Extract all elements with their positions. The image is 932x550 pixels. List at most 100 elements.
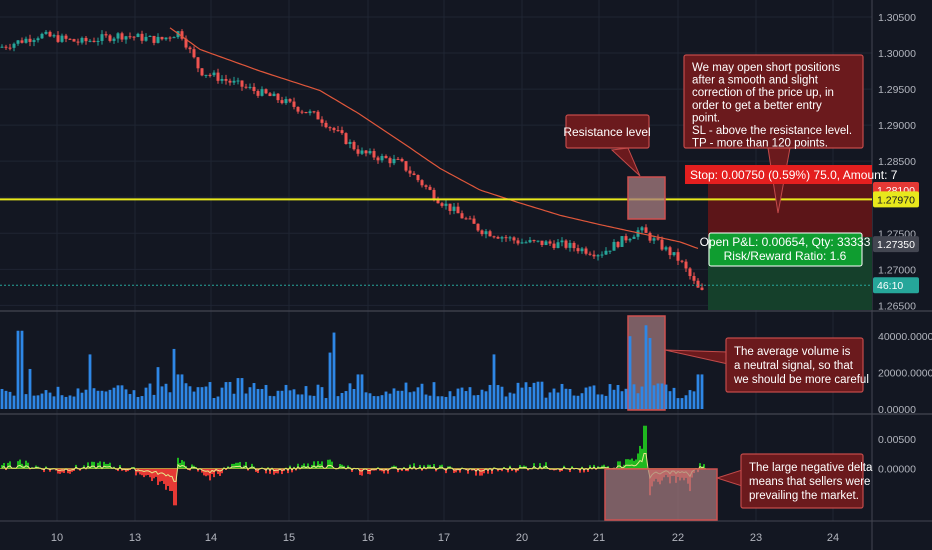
volume-bar xyxy=(508,392,512,409)
volume-bar xyxy=(664,384,668,409)
delta-bar xyxy=(361,468,363,476)
candle-body xyxy=(568,242,572,248)
candle-body xyxy=(196,57,200,69)
candle-body xyxy=(640,227,644,231)
delta-bar xyxy=(217,468,219,474)
delta-bar xyxy=(331,461,333,469)
delta-bar xyxy=(629,459,631,469)
volume-bar xyxy=(676,398,680,409)
delta-bar xyxy=(367,468,369,474)
candle-body xyxy=(500,237,504,239)
candle-body xyxy=(360,150,364,154)
volume-bar xyxy=(456,388,460,409)
delta-bar xyxy=(507,468,509,473)
volume-bar xyxy=(500,386,504,409)
candle-body xyxy=(444,203,448,206)
delta-bar xyxy=(167,468,169,486)
volume-bar xyxy=(432,382,436,409)
time-tick-label: 15 xyxy=(283,532,295,544)
volume-bar xyxy=(188,386,192,409)
volume-bar xyxy=(640,386,644,409)
volume-axis[interactable]: 40000.00000 20000.00000 0.00000 xyxy=(878,331,932,416)
candle-body xyxy=(312,111,316,113)
volume-bar xyxy=(108,389,112,409)
delta-bar xyxy=(297,463,299,469)
delta-highlight-box[interactable] xyxy=(604,468,718,521)
volume-bar xyxy=(12,395,16,409)
candle-body xyxy=(408,170,412,174)
candle-body xyxy=(72,39,76,42)
delta-bar xyxy=(481,468,483,476)
time-axis[interactable]: 10 13 14 15 16 17 20 21 22 23 24 xyxy=(51,532,839,544)
pnl-label: Open P&L: 0.00654, Qty: 33333 xyxy=(700,235,871,249)
delta-bar xyxy=(145,468,147,476)
volume-bar xyxy=(476,395,480,409)
delta-bar xyxy=(61,468,63,473)
strategy-callout[interactable] xyxy=(683,54,864,149)
candle-body xyxy=(576,248,580,252)
delta-bar xyxy=(569,468,571,473)
delta-bar xyxy=(203,468,205,476)
volume-bar xyxy=(92,388,96,409)
stop-loss-zone[interactable] xyxy=(708,184,872,237)
candle-body xyxy=(296,106,300,112)
volume-tick-label: 0.00000 xyxy=(878,404,916,416)
resistance-highlight-box[interactable] xyxy=(627,176,666,220)
time-tick-label: 23 xyxy=(750,532,762,544)
delta-bar xyxy=(633,460,635,469)
delta-bar xyxy=(235,462,237,469)
risk-reward-label: Risk/Reward Ratio: 1.6 xyxy=(724,249,847,263)
volume-bar xyxy=(132,390,136,409)
volume-bar xyxy=(140,396,144,409)
delta-bar xyxy=(419,464,421,469)
delta-bar xyxy=(139,468,141,475)
volume-bar xyxy=(492,354,496,409)
volume-bar xyxy=(252,383,256,409)
delta-callout[interactable] xyxy=(740,453,864,509)
strategy-callout-text: We may open short positions after a smoot… xyxy=(692,62,852,150)
pnl-label-box[interactable] xyxy=(708,232,863,267)
volume-callout[interactable] xyxy=(725,337,864,393)
candle-body xyxy=(592,254,596,257)
volume-bar xyxy=(668,391,672,409)
volume-bar xyxy=(592,385,596,409)
volume-bar xyxy=(44,390,48,409)
volume-bar xyxy=(68,395,72,409)
delta-bar xyxy=(239,461,241,469)
price-tag-label-current: 1.27350 xyxy=(877,239,915,251)
candle-body xyxy=(552,243,556,248)
time-tick-label: 24 xyxy=(827,532,839,544)
volume-bar xyxy=(696,374,700,409)
delta-bar xyxy=(251,463,253,469)
callout-line: The large negative delta xyxy=(749,462,873,474)
delta-bar xyxy=(427,464,429,469)
callout-line: SL - above the resistance level. xyxy=(692,125,852,137)
delta-bar xyxy=(59,468,61,474)
resistance-callout[interactable] xyxy=(565,114,650,149)
candle-body xyxy=(92,40,96,42)
candle-body xyxy=(416,175,420,181)
candle-body xyxy=(256,91,260,96)
delta-bar xyxy=(319,463,321,469)
volume-bar xyxy=(260,388,264,409)
volume-bar xyxy=(596,394,600,409)
candle-body xyxy=(596,255,600,257)
volume-bar xyxy=(228,381,232,409)
delta-bar xyxy=(141,468,143,476)
delta-bar xyxy=(545,462,547,469)
price-axis[interactable]: 1.305001.300001.295001.290001.285001.280… xyxy=(878,12,916,312)
candle-body xyxy=(60,35,64,42)
volume-bar xyxy=(632,384,636,409)
volume-bar xyxy=(536,381,540,409)
price-tag-label-resistance: 1.27970 xyxy=(877,194,915,206)
candle-body xyxy=(584,248,588,254)
delta-axis[interactable]: 0.00500 0.00000 xyxy=(878,434,916,476)
price-tick-label: 1.29000 xyxy=(878,120,916,132)
volume-bar xyxy=(420,383,424,409)
candle-body xyxy=(124,36,128,40)
stop-label-box[interactable] xyxy=(685,165,872,184)
candle-body xyxy=(160,36,164,40)
volume-bar xyxy=(24,394,28,409)
